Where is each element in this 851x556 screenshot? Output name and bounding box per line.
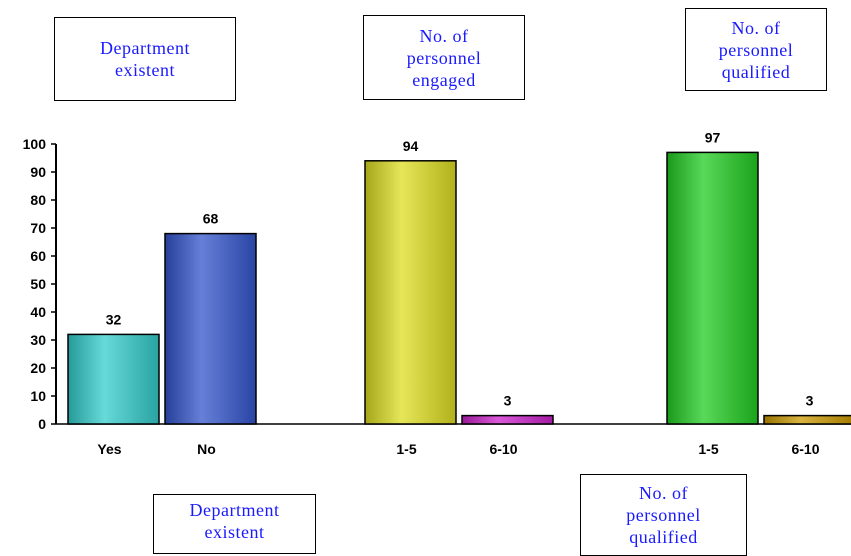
y-tick-label: 20	[30, 360, 46, 376]
category-label: Yes	[97, 441, 121, 457]
data-label: 32	[106, 311, 122, 327]
category-label: 1-5	[698, 441, 718, 457]
bar-1-Yes	[68, 334, 159, 424]
y-tick-label: 100	[23, 136, 47, 152]
data-label: 68	[203, 211, 219, 227]
y-tick-label: 40	[30, 304, 46, 320]
annotation-department-existent-bottom: Department existent	[153, 494, 316, 554]
y-tick-label: 80	[30, 192, 46, 208]
bars	[68, 152, 851, 424]
y-tick-label: 0	[38, 416, 46, 432]
y-tick-label: 90	[30, 164, 46, 180]
bar-2-1-5	[365, 161, 456, 424]
y-tick-label: 10	[30, 388, 46, 404]
data-label: 3	[806, 393, 814, 409]
annotation-personnel-qualified-top: No. of personnel qualified	[685, 8, 827, 91]
y-tick-label: 50	[30, 276, 46, 292]
category-label: 1-5	[396, 441, 416, 457]
bar-2-6-10	[462, 416, 553, 424]
y-tick-label: 60	[30, 248, 46, 264]
bar-3-1-5	[667, 152, 758, 424]
category-label: No	[197, 441, 216, 457]
y-tick-label: 30	[30, 332, 46, 348]
annotation-personnel-engaged-top: No. of personnel engaged	[363, 15, 525, 100]
annotation-personnel-qualified-bottom: No. of personnel qualified	[580, 474, 747, 556]
data-label: 97	[705, 129, 721, 145]
category-label: 6-10	[489, 441, 517, 457]
data-label: 3	[504, 393, 512, 409]
bar-1-No	[165, 234, 256, 424]
bar-3-6-10	[764, 416, 851, 424]
category-label: 6-10	[791, 441, 819, 457]
data-label: 94	[403, 138, 419, 154]
annotation-department-existent-top: Department existent	[54, 17, 236, 101]
y-tick-label: 70	[30, 220, 46, 236]
